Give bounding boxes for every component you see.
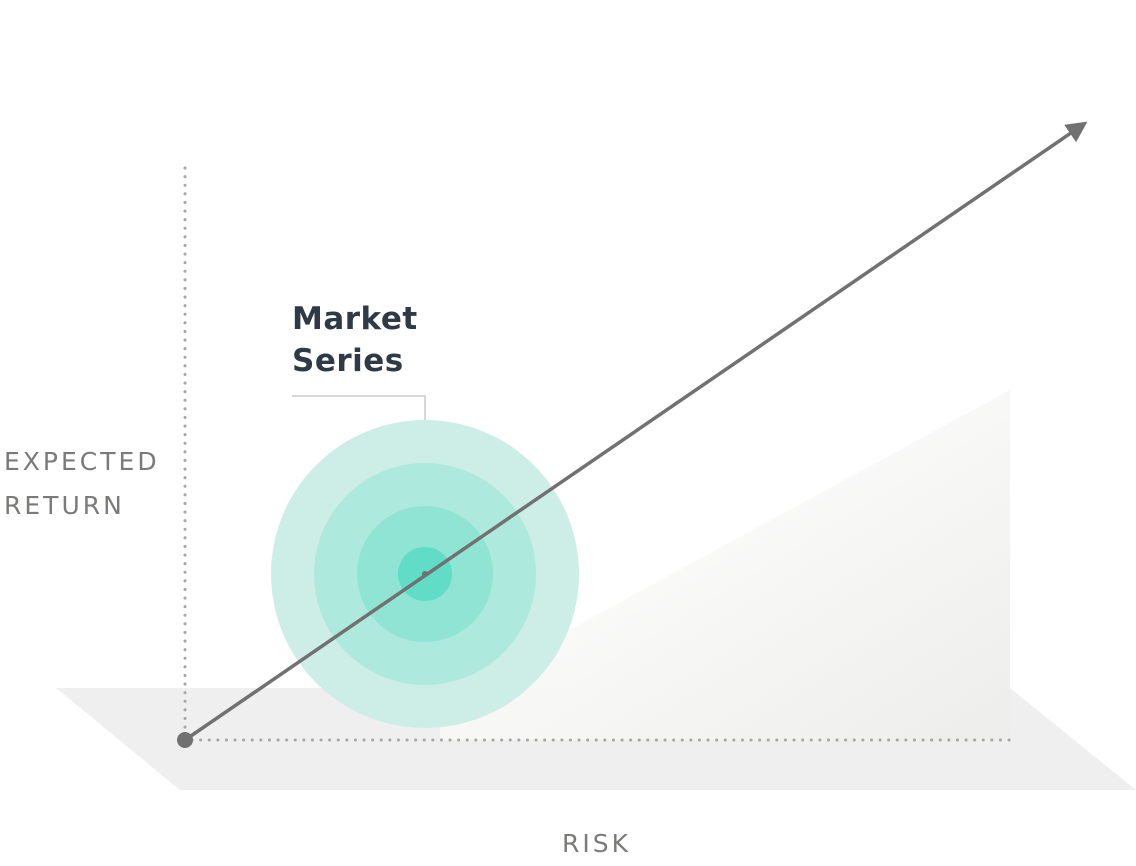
origin-dot [177, 732, 193, 748]
callout-title-line1: Market [292, 301, 418, 337]
callout-title: Market Series [292, 298, 418, 382]
y-axis-label: EXPECTED RETURN [4, 440, 160, 528]
y-axis-label-line2: RETURN [4, 491, 125, 520]
risk-return-arrow [184, 121, 1088, 742]
callout-title-line2: Series [292, 343, 404, 379]
back-wall [440, 390, 1010, 740]
target-center-dot [422, 571, 428, 577]
callout-connector [292, 395, 426, 420]
x-axis-label: RISK [562, 829, 632, 858]
y-axis-label-line1: EXPECTED [4, 447, 160, 476]
